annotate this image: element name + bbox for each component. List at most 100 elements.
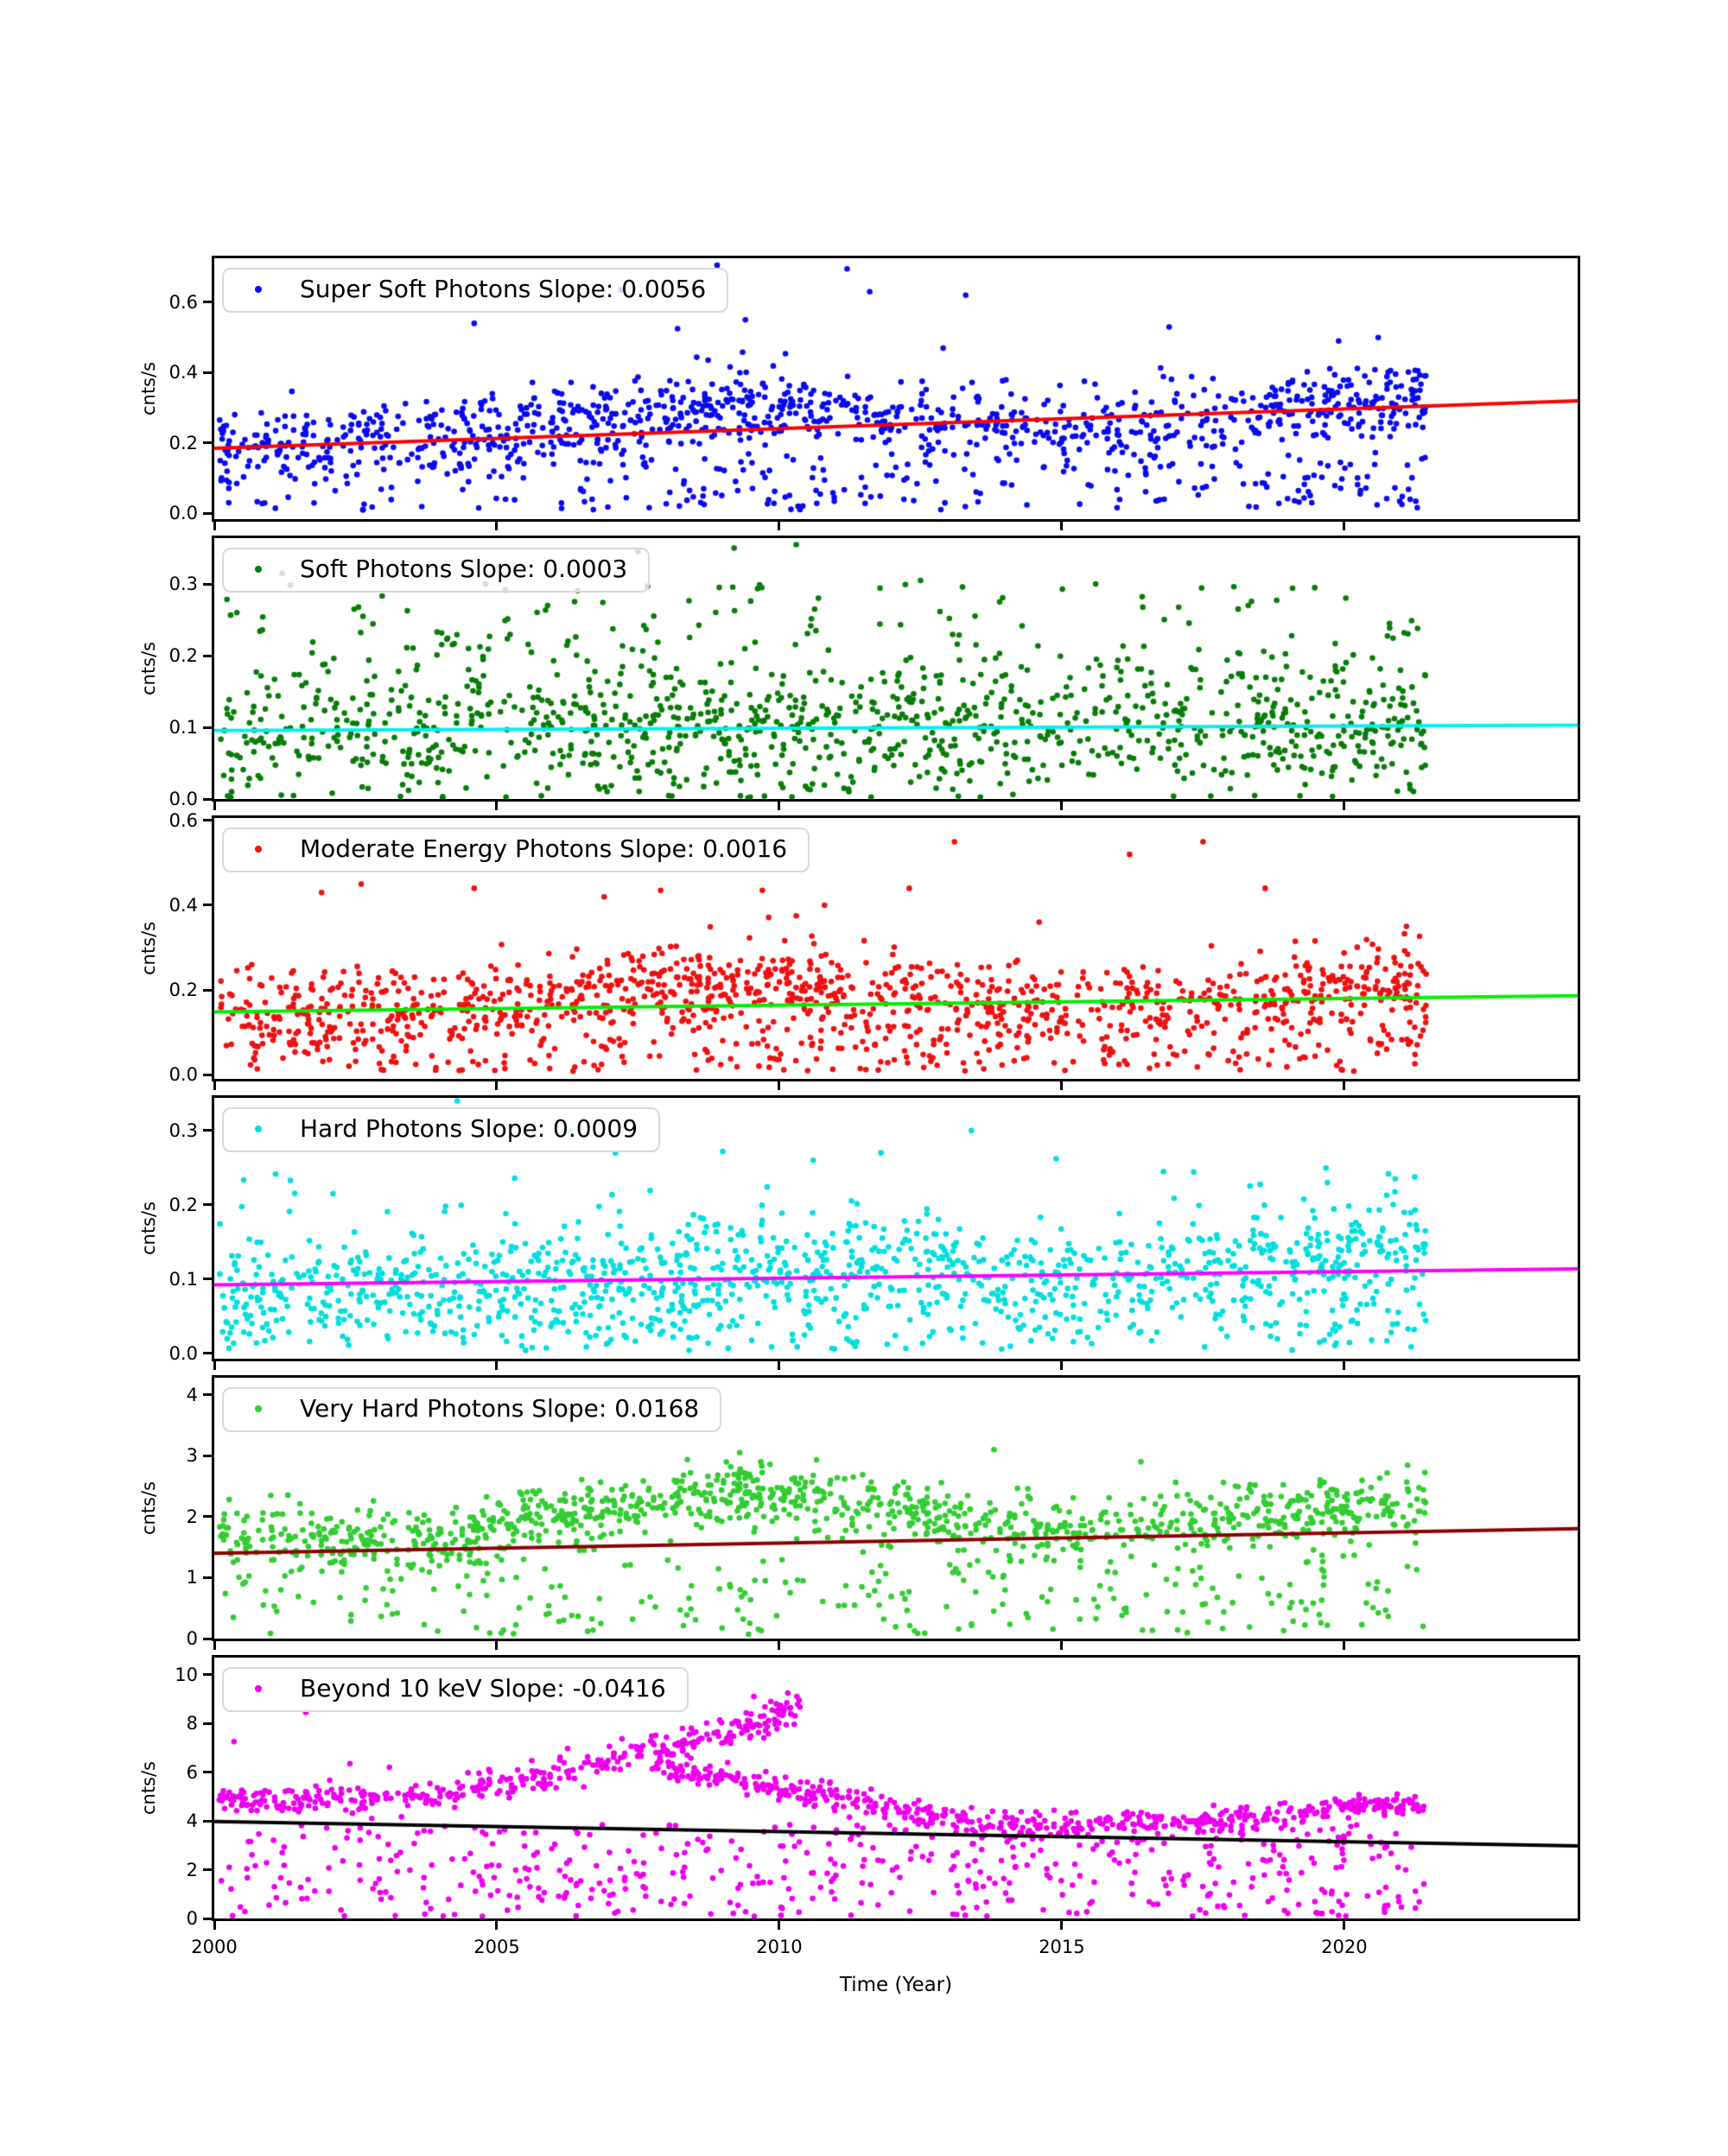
y-tick-label: 8 (186, 1713, 198, 1734)
y-tick-mark (203, 1454, 212, 1457)
y-tick-mark (203, 582, 212, 586)
legend-marker-icon (255, 1405, 262, 1413)
x-tick-mark (1060, 1361, 1064, 1370)
legend-marker-icon (255, 846, 262, 853)
panel-moderate-energy-photons: Moderate Energy Photons Slope: 0.0016 (212, 815, 1580, 1081)
legend-label: Very Hard Photons Slope: 0.0168 (300, 1394, 700, 1423)
x-tick-mark (1060, 802, 1064, 810)
y-axis-label: cnts/s (138, 361, 159, 416)
legend-very-hard-photons: Very Hard Photons Slope: 0.0168 (222, 1387, 722, 1433)
legend-label: Beyond 10 keV Slope: -0.0416 (300, 1674, 666, 1703)
x-tick-label: 2020 (1321, 1937, 1368, 1957)
legend-hard-photons: Hard Photons Slope: 0.0009 (222, 1107, 661, 1153)
y-tick-mark (203, 1868, 212, 1872)
y-tick-mark (203, 1203, 212, 1207)
y-axis-label: cnts/s (138, 1760, 159, 1816)
x-tick-label: 2005 (473, 1937, 520, 1957)
x-tick-mark (495, 802, 499, 810)
y-tick-label: 0.3 (168, 574, 198, 595)
x-tick-mark (778, 1361, 781, 1370)
y-tick-mark (203, 1278, 212, 1281)
y-tick-label: 6 (186, 1761, 198, 1783)
x-tick-mark (495, 1081, 499, 1090)
y-tick-label: 0.0 (168, 789, 198, 809)
x-tick-mark (778, 1081, 781, 1090)
panel-hard-photons: Hard Photons Slope: 0.0009 (212, 1095, 1580, 1361)
legend-label: Moderate Energy Photons Slope: 0.0016 (300, 834, 788, 863)
y-tick-mark (203, 654, 212, 657)
x-tick-mark (1060, 1641, 1064, 1650)
y-tick-mark (203, 1129, 212, 1132)
y-axis-label: cnts/s (138, 1201, 159, 1256)
y-tick-mark (203, 371, 212, 374)
y-tick-label: 3 (186, 1445, 198, 1467)
y-tick-mark (203, 441, 212, 445)
y-tick-mark (203, 988, 212, 992)
y-tick-mark (203, 904, 212, 907)
y-tick-label: 0.2 (168, 980, 198, 1001)
x-tick-mark (1060, 1921, 1064, 1930)
y-tick-label: 10 (175, 1664, 198, 1685)
y-axis-label: cnts/s (138, 641, 159, 696)
y-tick-label: 0.2 (168, 645, 198, 667)
panel-beyond-10-kev: Beyond 10 keV Slope: -0.0416 (212, 1655, 1580, 1921)
y-axis-label: cnts/s (138, 1481, 159, 1536)
y-tick-label: 0.0 (168, 1342, 198, 1364)
y-tick-mark (203, 1917, 212, 1920)
y-tick-label: 1 (186, 1567, 198, 1588)
legend-label: Soft Photons Slope: 0.0003 (300, 555, 628, 583)
y-tick-label: 0.1 (168, 717, 198, 739)
x-tick-mark (778, 522, 781, 530)
x-tick-mark (213, 1921, 216, 1930)
y-tick-mark (203, 1352, 212, 1355)
y-tick-label: 0.0 (168, 1064, 198, 1086)
y-tick-mark (203, 1673, 212, 1677)
legend-moderate-energy-photons: Moderate Energy Photons Slope: 0.0016 (222, 828, 810, 873)
x-tick-mark (495, 1361, 499, 1370)
x-tick-label: 2015 (1039, 1937, 1085, 1957)
legend-marker-icon (255, 566, 262, 574)
panel-super-soft-photons: Super Soft Photons Slope: 0.0056 (212, 256, 1580, 522)
x-tick-mark (1343, 1361, 1346, 1370)
y-tick-mark (203, 1393, 212, 1397)
x-tick-mark (1060, 522, 1064, 530)
y-tick-mark (203, 1819, 212, 1823)
y-tick-label: 2 (186, 1506, 198, 1527)
y-tick-label: 0.4 (168, 894, 198, 916)
legend-soft-photons: Soft Photons Slope: 0.0003 (222, 548, 651, 593)
y-tick-mark (203, 1515, 212, 1519)
panel-very-hard-photons: Very Hard Photons Slope: 0.0168 (212, 1375, 1580, 1641)
x-tick-mark (1343, 522, 1346, 530)
x-tick-label: 2000 (191, 1937, 238, 1957)
y-tick-label: 0.6 (168, 809, 198, 831)
y-tick-label: 0.3 (168, 1119, 198, 1141)
legend-marker-icon (255, 286, 262, 294)
x-tick-mark (1060, 1081, 1064, 1090)
y-tick-label: 0.2 (168, 432, 198, 453)
y-tick-label: 0 (186, 1628, 198, 1649)
y-tick-label: 0.2 (168, 1194, 198, 1215)
y-tick-label: 0.1 (168, 1268, 198, 1290)
x-tick-mark (1343, 802, 1346, 810)
y-tick-mark (203, 797, 212, 801)
y-tick-mark (203, 1637, 212, 1640)
panel-soft-photons: Soft Photons Slope: 0.0003 (212, 536, 1580, 802)
legend-marker-icon (255, 1126, 262, 1133)
y-tick-mark (203, 819, 212, 822)
x-tick-mark (778, 1921, 781, 1930)
y-tick-label: 0 (186, 1908, 198, 1929)
y-tick-mark (203, 301, 212, 304)
legend-marker-icon (255, 1685, 262, 1693)
x-axis-label: Time (Year) (839, 1974, 953, 1996)
x-tick-mark (213, 1081, 216, 1090)
x-tick-mark (1343, 1641, 1346, 1650)
legend-super-soft-photons: Super Soft Photons Slope: 0.0056 (222, 268, 729, 314)
x-tick-mark (213, 802, 216, 810)
y-tick-mark (203, 1722, 212, 1725)
x-tick-mark (1343, 1921, 1346, 1930)
legend-label: Hard Photons Slope: 0.0009 (300, 1114, 638, 1143)
y-tick-label: 4 (186, 1384, 198, 1405)
y-tick-label: 0.6 (168, 291, 198, 313)
y-tick-label: 0.4 (168, 362, 198, 384)
